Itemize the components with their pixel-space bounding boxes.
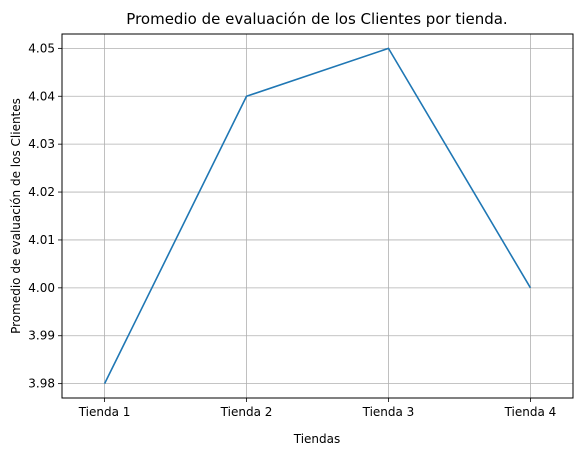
y-tick-label: 4.04 [28,89,55,103]
x-tick-label: Tienda 4 [504,405,557,419]
y-tick-label: 4.00 [28,281,55,295]
x-tick-label: Tienda 1 [78,405,131,419]
y-axis-label: Promedio de evaluación de los Clientes [9,98,23,334]
grid [62,34,573,398]
plot-area [103,47,532,384]
chart-title: Promedio de evaluación de los Clientes p… [126,10,507,28]
x-axis-label: Tiendas [293,432,341,446]
x-tick-label: Tienda 2 [220,405,273,419]
y-tick-label: 4.03 [28,137,55,151]
x-tick-label: Tienda 3 [362,405,415,419]
y-tick-label: 4.02 [28,185,55,199]
series-line [103,47,532,384]
y-tick-label: 3.98 [28,377,55,391]
y-axis: 3.98 3.99 4.00 4.01 4.02 4.03 4.04 4.05 [28,41,62,391]
x-axis: Tienda 1 Tienda 2 Tienda 3 Tienda 4 [78,398,557,419]
y-tick-label: 4.05 [28,41,55,55]
y-tick-label: 4.01 [28,233,55,247]
plot-frame [61,33,574,399]
y-tick-label: 3.99 [28,329,55,343]
